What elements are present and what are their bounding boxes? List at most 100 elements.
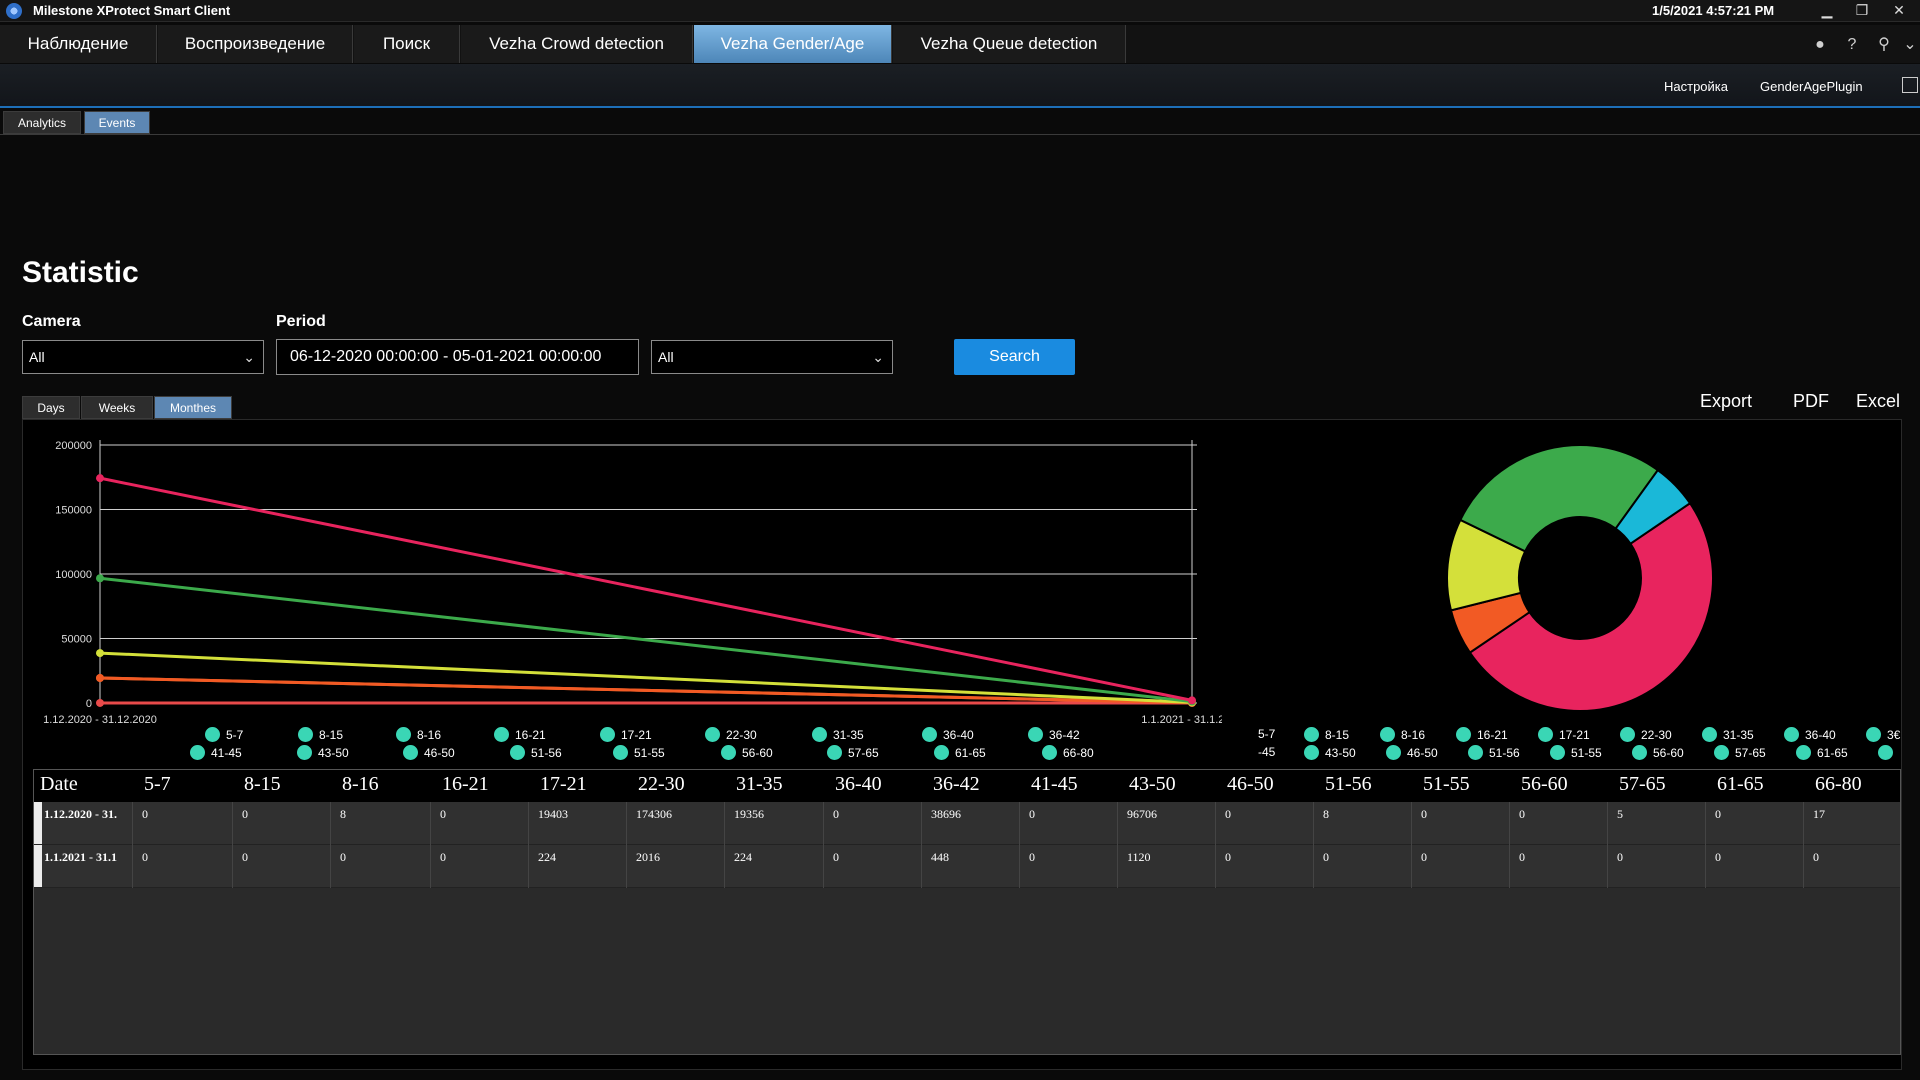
legend-item[interactable]: 31-35: [1702, 727, 1754, 742]
column-header[interactable]: 8-16: [342, 773, 379, 795]
column-header[interactable]: Date: [40, 773, 78, 795]
column-header[interactable]: 5-7: [144, 773, 171, 795]
legend-item[interactable]: 8-15: [298, 727, 343, 742]
column-header[interactable]: 17-21: [540, 773, 587, 795]
column-header[interactable]: 43-50: [1129, 773, 1176, 795]
column-header[interactable]: 36-42: [933, 773, 980, 795]
legend-item[interactable]: 31-35: [812, 727, 864, 742]
tab-monthes[interactable]: Monthes: [154, 396, 232, 419]
legend-item[interactable]: 16-21: [1456, 727, 1508, 742]
legend-item[interactable]: 5-7: [205, 727, 243, 742]
minimize-icon[interactable]: ▁: [1821, 2, 1833, 18]
row-selector[interactable]: [34, 802, 42, 844]
legend-item[interactable]: 57-65: [1714, 745, 1766, 760]
data-point[interactable]: [96, 649, 104, 658]
legend-label: 31-35: [1723, 728, 1754, 742]
tab-analytics[interactable]: Analytics: [3, 111, 81, 134]
legend-item[interactable]: 43-50: [297, 745, 349, 760]
legend-item[interactable]: 3€: [1866, 727, 1900, 742]
settings-link[interactable]: Настройка: [1664, 79, 1728, 94]
data-point[interactable]: [96, 474, 104, 483]
plugin-link[interactable]: GenderAgePlugin: [1760, 79, 1863, 94]
column-header[interactable]: 51-56: [1325, 773, 1372, 795]
help-icon[interactable]: ?: [1847, 36, 1857, 53]
legend-item[interactable]: [1878, 745, 1899, 760]
fullscreen-icon[interactable]: [1902, 77, 1918, 93]
excel-button[interactable]: Excel: [1856, 391, 1901, 411]
legend-item[interactable]: 8-16: [396, 727, 441, 742]
column-header[interactable]: 16-21: [442, 773, 489, 795]
tab-events[interactable]: Events: [84, 111, 150, 134]
legend-item[interactable]: 8-16: [1380, 727, 1425, 742]
legend-item[interactable]: 56-60: [721, 745, 773, 760]
legend-item[interactable]: 36-42: [1028, 727, 1080, 742]
legend-item[interactable]: 5-7: [1258, 727, 1275, 741]
legend-item[interactable]: 51-55: [1550, 745, 1602, 760]
legend-item[interactable]: -45: [1258, 745, 1275, 759]
legend-item[interactable]: 51-56: [1468, 745, 1520, 760]
column-header[interactable]: 51-55: [1423, 773, 1470, 795]
tab-live[interactable]: Наблюдение: [0, 25, 157, 63]
legend-item[interactable]: 66-80: [1042, 745, 1094, 760]
data-point[interactable]: [1188, 696, 1196, 705]
row-selector[interactable]: [34, 845, 42, 887]
column-divider: [232, 802, 233, 888]
chevron-down-icon[interactable]: ⌄: [1903, 36, 1917, 53]
legend-item[interactable]: 61-65: [934, 745, 986, 760]
app-title: Milestone XProtect Smart Client: [33, 3, 231, 18]
data-point[interactable]: [96, 574, 104, 583]
pdf-button[interactable]: PDF: [1793, 391, 1829, 411]
table-row[interactable]: 1.1.2021 - 31.1 0 0 0 0 224 2016 224 0 448 0 1120 0 0…: [34, 845, 1900, 888]
legend-item[interactable]: 8-15: [1304, 727, 1349, 742]
legend-item[interactable]: 41-45: [190, 745, 242, 760]
legend-item[interactable]: 16-21: [494, 727, 546, 742]
legend-item[interactable]: 17-21: [600, 727, 652, 742]
data-point[interactable]: [96, 698, 104, 707]
legend-item[interactable]: 36-40: [922, 727, 974, 742]
column-header[interactable]: 36-40: [835, 773, 882, 795]
data-point[interactable]: [96, 673, 104, 682]
search-button[interactable]: Search: [954, 339, 1075, 375]
tab-weeks[interactable]: Weeks: [81, 396, 153, 419]
status-icon[interactable]: ●: [1815, 36, 1825, 53]
legend-item[interactable]: 46-50: [1386, 745, 1438, 760]
table-row[interactable]: 1.12.2020 - 31. 0 0 8 0 19403 174306 19356 0 3869…: [34, 802, 1900, 845]
legend-item[interactable]: 51-55: [613, 745, 665, 760]
donut-slice[interactable]: [1468, 501, 1714, 712]
column-header[interactable]: 46-50: [1227, 773, 1274, 795]
legend-item[interactable]: 46-50: [403, 745, 455, 760]
column-header[interactable]: 61-65: [1717, 773, 1764, 795]
tab-crowd-detection[interactable]: Vezha Crowd detection: [461, 25, 693, 63]
legend-item[interactable]: 22-30: [705, 727, 757, 742]
tab-days[interactable]: Days: [22, 396, 80, 419]
donut-slice[interactable]: [1459, 444, 1660, 553]
tab-search[interactable]: Поиск: [354, 25, 460, 63]
column-header[interactable]: 57-65: [1619, 773, 1666, 795]
column-header[interactable]: 8-15: [244, 773, 281, 795]
pin-icon[interactable]: ⚲: [1878, 36, 1890, 53]
legend-item[interactable]: 43-50: [1304, 745, 1356, 760]
camera-select[interactable]: All ⌄: [22, 340, 264, 374]
tab-gender-age[interactable]: Vezha Gender/Age: [694, 25, 892, 63]
legend-item[interactable]: 56-60: [1632, 745, 1684, 760]
period-input[interactable]: 06-12-2020 00:00:00 - 05-01-2021 00:00:0…: [276, 339, 639, 375]
restore-icon[interactable]: ❐: [1855, 2, 1869, 18]
tab-playback[interactable]: Воспроизведение: [158, 25, 353, 63]
legend-item[interactable]: 57-65: [827, 745, 879, 760]
column-header[interactable]: 56-60: [1521, 773, 1568, 795]
legend-item[interactable]: 22-30: [1620, 727, 1672, 742]
legend-item[interactable]: 17-21: [1538, 727, 1590, 742]
y-tick-label: 100000: [55, 569, 92, 581]
legend-item[interactable]: 36-40: [1784, 727, 1836, 742]
filter-select[interactable]: All ⌄: [651, 340, 893, 374]
table-cell: 0: [1029, 807, 1035, 821]
legend-item[interactable]: 61-65: [1796, 745, 1848, 760]
legend-item[interactable]: 51-56: [510, 745, 562, 760]
column-header[interactable]: 66-80: [1815, 773, 1862, 795]
donut-slice[interactable]: [1614, 468, 1692, 546]
column-header[interactable]: 31-35: [736, 773, 783, 795]
tab-queue-detection[interactable]: Vezha Queue detection: [893, 25, 1126, 63]
close-icon[interactable]: ✕: [1893, 2, 1905, 18]
column-header[interactable]: 41-45: [1031, 773, 1078, 795]
column-header[interactable]: 22-30: [638, 773, 685, 795]
